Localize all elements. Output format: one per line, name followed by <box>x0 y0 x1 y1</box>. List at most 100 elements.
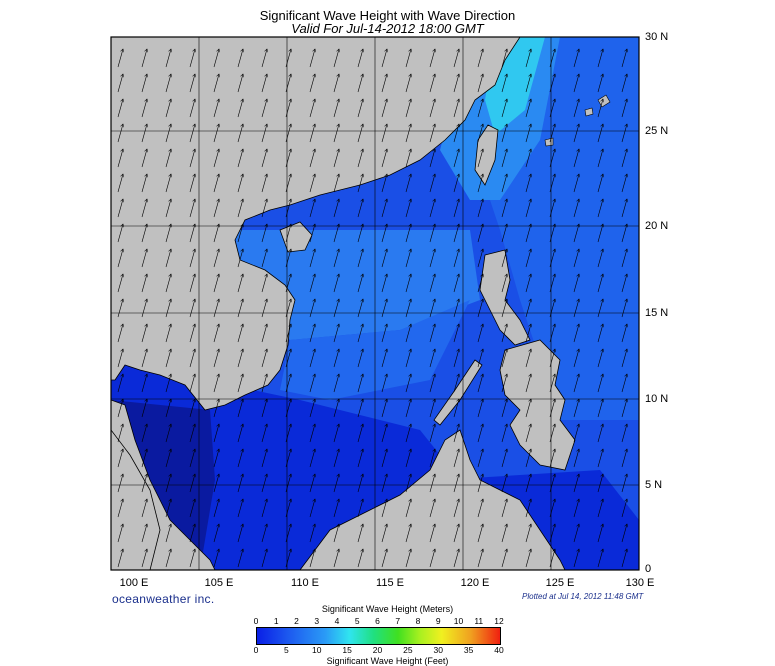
wave-arrow <box>189 449 195 468</box>
lat-label-25n: 25 N <box>645 125 669 137</box>
wave-arrow <box>261 549 267 568</box>
wave-arrow <box>597 349 603 368</box>
wave-arrow <box>597 374 603 393</box>
wave-arrow <box>381 249 387 268</box>
wave-arrow <box>429 224 435 243</box>
wave-arrow <box>381 449 387 468</box>
wave-arrow <box>381 49 387 68</box>
wave-arrow <box>357 324 363 343</box>
wave-arrow <box>189 549 195 568</box>
wave-arrow <box>165 424 171 443</box>
wave-arrow <box>237 299 243 318</box>
wave-arrow <box>573 124 579 143</box>
legend-feet-tick: 5 <box>284 645 289 655</box>
wave-arrow <box>285 349 291 368</box>
wave-arrow <box>501 424 507 443</box>
wave-arrow <box>501 374 507 393</box>
wave-arrow <box>141 174 147 193</box>
wave-arrow <box>189 49 195 68</box>
wave-arrow <box>213 274 219 293</box>
wave-arrow <box>453 99 459 118</box>
wave-arrow <box>357 424 363 443</box>
wave-arrow <box>621 124 627 143</box>
lon-label-125e: 125 E <box>545 577 575 589</box>
wave-arrow <box>333 274 339 293</box>
taiwan <box>474 124 499 186</box>
wave-arrow <box>525 399 531 418</box>
wave-arrow <box>309 274 315 293</box>
wave-arrow <box>429 524 435 543</box>
wave-arrow <box>285 99 291 118</box>
wave-arrow <box>141 524 147 543</box>
wave-arrow <box>309 224 315 243</box>
wave-arrow <box>453 524 459 543</box>
wave-arrow <box>117 324 123 343</box>
wave-arrow <box>405 299 411 318</box>
legend-title-meters: Significant Wave Height (Meters) <box>321 604 454 614</box>
wave-arrow <box>453 324 459 343</box>
wave-arrow <box>141 474 147 493</box>
legend-meter-tick: 7 <box>395 616 401 626</box>
wave-arrow <box>549 274 555 293</box>
wave-arrow <box>549 249 555 268</box>
wave-arrow <box>501 524 507 543</box>
sumatra <box>111 429 161 570</box>
wave-arrow <box>453 274 459 293</box>
wave-arrow <box>333 374 339 393</box>
wave-arrow <box>309 149 315 168</box>
wave-arrow <box>141 324 147 343</box>
wave-arrow <box>237 549 243 568</box>
wave-arrow <box>549 174 555 193</box>
wave-arrow <box>429 174 435 193</box>
wave-arrow <box>357 274 363 293</box>
wave-arrow <box>525 224 531 243</box>
wave-arrow <box>477 549 483 568</box>
wave-arrow <box>261 274 267 293</box>
wave-arrow <box>429 474 435 493</box>
wave-arrow <box>549 124 555 143</box>
wave-arrow <box>573 199 579 218</box>
wave-arrow <box>405 324 411 343</box>
wave-arrow <box>405 499 411 518</box>
legend-meter-tick: 4 <box>334 616 340 626</box>
wave-arrow <box>573 149 579 168</box>
wave-arrow <box>381 74 387 93</box>
wave-arrow <box>189 274 195 293</box>
wave-arrow <box>381 474 387 493</box>
wave-arrow <box>285 224 291 243</box>
wave-arrow <box>525 149 531 168</box>
wave-arrow <box>237 224 243 243</box>
wave-arrow <box>573 74 579 93</box>
wave-arrow <box>549 549 555 568</box>
wave-arrow <box>237 374 243 393</box>
wave-arrow <box>165 324 171 343</box>
wave-arrow <box>501 124 507 143</box>
graticule <box>111 37 639 570</box>
wave-arrow <box>333 249 339 268</box>
wave-arrow <box>165 499 171 518</box>
wave-arrow <box>357 124 363 143</box>
wave-arrow <box>333 474 339 493</box>
wave-arrow <box>477 524 483 543</box>
wave-arrow <box>333 124 339 143</box>
wave-arrow <box>117 349 123 368</box>
wave-arrow <box>189 524 195 543</box>
wave-arrow <box>309 299 315 318</box>
wave-arrow <box>309 324 315 343</box>
wave-arrow <box>285 74 291 93</box>
wave-arrow <box>597 299 603 318</box>
lat-label-10n: 10 N <box>645 393 669 405</box>
lat-label-30n: 30 N <box>645 31 669 43</box>
wave-arrow <box>549 499 555 518</box>
wave-arrow <box>357 374 363 393</box>
wave-arrow <box>453 449 459 468</box>
legend-feet-tick: 0 <box>253 645 259 655</box>
legend-feet-tick: 15 <box>342 645 352 655</box>
wave-arrow <box>501 174 507 193</box>
wave-arrow <box>453 424 459 443</box>
wave-arrow <box>333 199 339 218</box>
wave-arrow <box>213 224 219 243</box>
wave-arrow <box>309 424 315 443</box>
wave-arrow <box>525 474 531 493</box>
wave-arrow <box>405 549 411 568</box>
